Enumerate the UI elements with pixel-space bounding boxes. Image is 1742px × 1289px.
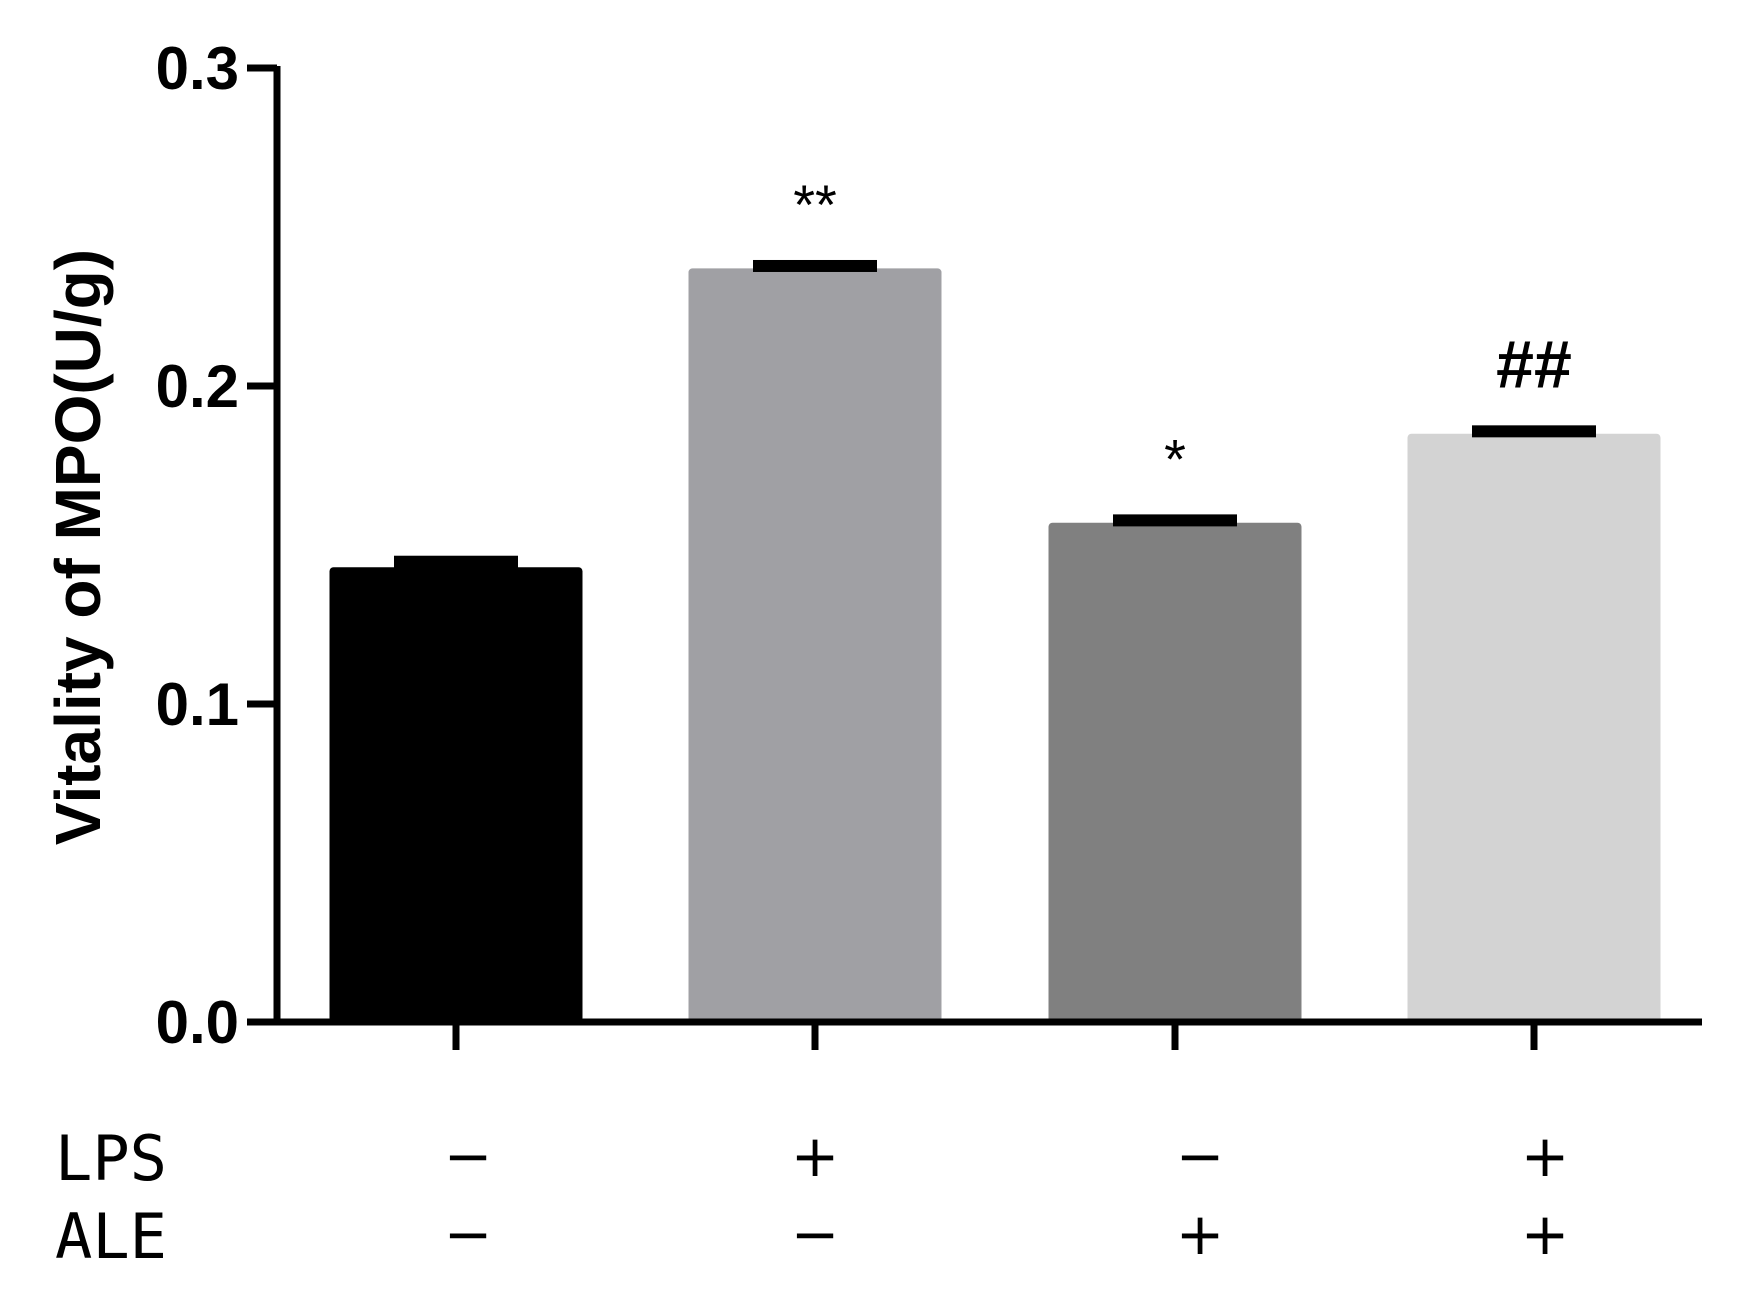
error-bar-3 — [1113, 514, 1237, 527]
y-axis-label: Vitality of MPO(U/g) — [42, 249, 114, 845]
error-bars-group — [394, 259, 1596, 570]
condition-lps-sign-3: − — [1176, 1122, 1225, 1190]
condition-ale-sign-4: + — [1521, 1200, 1570, 1268]
condition-lps-sign-2: + — [791, 1122, 840, 1190]
bar-2 — [688, 268, 942, 1023]
bars-group — [329, 268, 1661, 1023]
bar-4 — [1407, 433, 1661, 1022]
y-tick-label-4: 0.3 — [156, 35, 239, 102]
condition-lps-sign-1: − — [444, 1122, 493, 1190]
y-tick-label-2: 0.1 — [156, 671, 239, 738]
significance-label-2: ** — [793, 173, 837, 236]
significance-label-3: * — [1164, 427, 1186, 490]
significance-annotations: ***## — [793, 173, 1572, 490]
axes-group — [273, 66, 1702, 1026]
bar-1 — [329, 567, 583, 1022]
condition-name-ale: ALE — [55, 1200, 167, 1273]
condition-ale-sign-3: + — [1176, 1200, 1225, 1268]
error-bar-4 — [1472, 425, 1596, 438]
significance-label-4: ## — [1496, 326, 1572, 402]
y-ticks-group: 0.0 0.1 0.2 0.3 — [156, 35, 277, 1056]
x-ticks-group — [452, 1022, 1538, 1050]
condition-ale-sign-2: − — [791, 1200, 840, 1268]
error-bar-1 — [394, 555, 518, 570]
condition-table: LPS − + − + ALE − − + + — [55, 1122, 1569, 1273]
bar-3 — [1048, 522, 1302, 1022]
condition-lps-sign-4: + — [1521, 1122, 1570, 1190]
condition-ale-sign-1: − — [444, 1200, 493, 1268]
error-bar-2 — [753, 259, 877, 272]
y-tick-label-3: 0.2 — [156, 353, 239, 420]
condition-name-lps: LPS — [55, 1122, 167, 1195]
y-tick-label-1: 0.0 — [156, 989, 239, 1056]
